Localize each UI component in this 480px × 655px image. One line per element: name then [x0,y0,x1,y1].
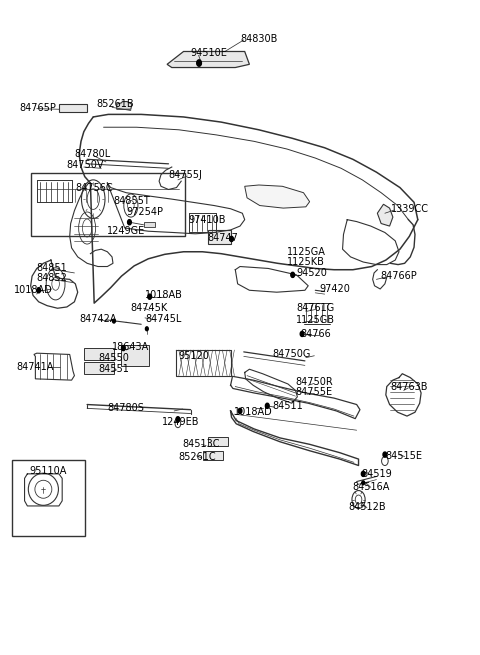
Bar [121,345,149,366]
Text: 84745K: 84745K [131,303,168,313]
Circle shape [148,294,152,299]
Text: 1018AD: 1018AD [234,407,273,417]
Circle shape [383,452,387,457]
Text: 1125KB: 1125KB [287,257,325,267]
Text: 94520: 94520 [297,268,327,278]
Circle shape [291,272,295,278]
Text: 85261C: 85261C [178,452,216,462]
Text: 84512B: 84512B [348,502,386,512]
Text: 84519: 84519 [361,469,392,479]
Text: 84766P: 84766P [380,271,417,281]
Bar [31,173,185,236]
Circle shape [300,331,304,337]
Text: 97410B: 97410B [188,215,226,225]
Circle shape [361,472,365,476]
Circle shape [362,481,365,485]
Bar [208,230,230,244]
Polygon shape [167,52,250,67]
Circle shape [238,408,242,413]
Text: 84745L: 84745L [145,314,181,324]
Circle shape [176,417,180,422]
Text: 1125GA: 1125GA [287,247,326,257]
Polygon shape [377,204,393,226]
Text: 84780S: 84780S [108,403,144,413]
Text: 84766: 84766 [300,329,331,339]
Text: 1018AB: 1018AB [145,290,183,301]
Circle shape [128,219,132,225]
Circle shape [112,319,115,323]
Text: 1018AD: 1018AD [14,286,53,295]
Text: 84750V: 84750V [66,160,104,170]
Bar [144,221,156,227]
Bar [126,345,136,352]
Text: 84551: 84551 [98,364,129,373]
Text: 84780L: 84780L [74,149,111,159]
Text: 84755E: 84755E [296,387,333,398]
Text: 84750G: 84750G [272,350,311,360]
Text: 84756C: 84756C [75,183,113,193]
Text: 84516A: 84516A [352,481,389,492]
Bar [208,437,228,445]
Text: 84550: 84550 [98,353,129,364]
Circle shape [37,288,40,293]
Text: 85261B: 85261B [96,99,134,109]
Text: 1249GE: 1249GE [108,225,145,236]
Text: 84747: 84747 [207,233,238,242]
Bar [84,348,114,360]
Text: 94510E: 94510E [191,48,228,58]
Text: 84830B: 84830B [240,33,277,44]
Text: 1339CC: 1339CC [391,204,429,214]
Text: 84755J: 84755J [168,170,203,179]
Circle shape [197,60,202,66]
Text: 84513C: 84513C [182,440,220,449]
Circle shape [229,236,233,242]
Text: 97420: 97420 [319,284,350,294]
Circle shape [145,327,148,331]
Text: 1249EB: 1249EB [162,417,200,427]
Text: 84855T: 84855T [113,196,150,206]
Circle shape [265,403,269,408]
Text: 97254P: 97254P [126,207,163,217]
Text: 84761G: 84761G [297,303,335,313]
Text: 18643A: 18643A [112,342,149,352]
Text: 84851: 84851 [37,263,68,272]
Text: 84750R: 84750R [296,377,333,387]
Polygon shape [117,102,132,109]
Text: 84515E: 84515E [386,451,423,461]
Bar [204,451,223,460]
Text: 84765P: 84765P [19,103,56,113]
Text: 95120: 95120 [179,351,210,362]
Text: 84763B: 84763B [391,382,428,392]
Text: 84511: 84511 [272,401,303,411]
Polygon shape [245,185,310,208]
Circle shape [121,345,125,350]
Bar [12,460,85,536]
Bar [59,104,87,112]
Text: 95110A: 95110A [29,466,67,476]
Text: 1125GB: 1125GB [297,315,336,325]
Text: 84852: 84852 [37,273,68,283]
Text: 84742A: 84742A [79,314,117,324]
Text: 84741A: 84741A [16,362,54,372]
Bar [84,362,114,374]
